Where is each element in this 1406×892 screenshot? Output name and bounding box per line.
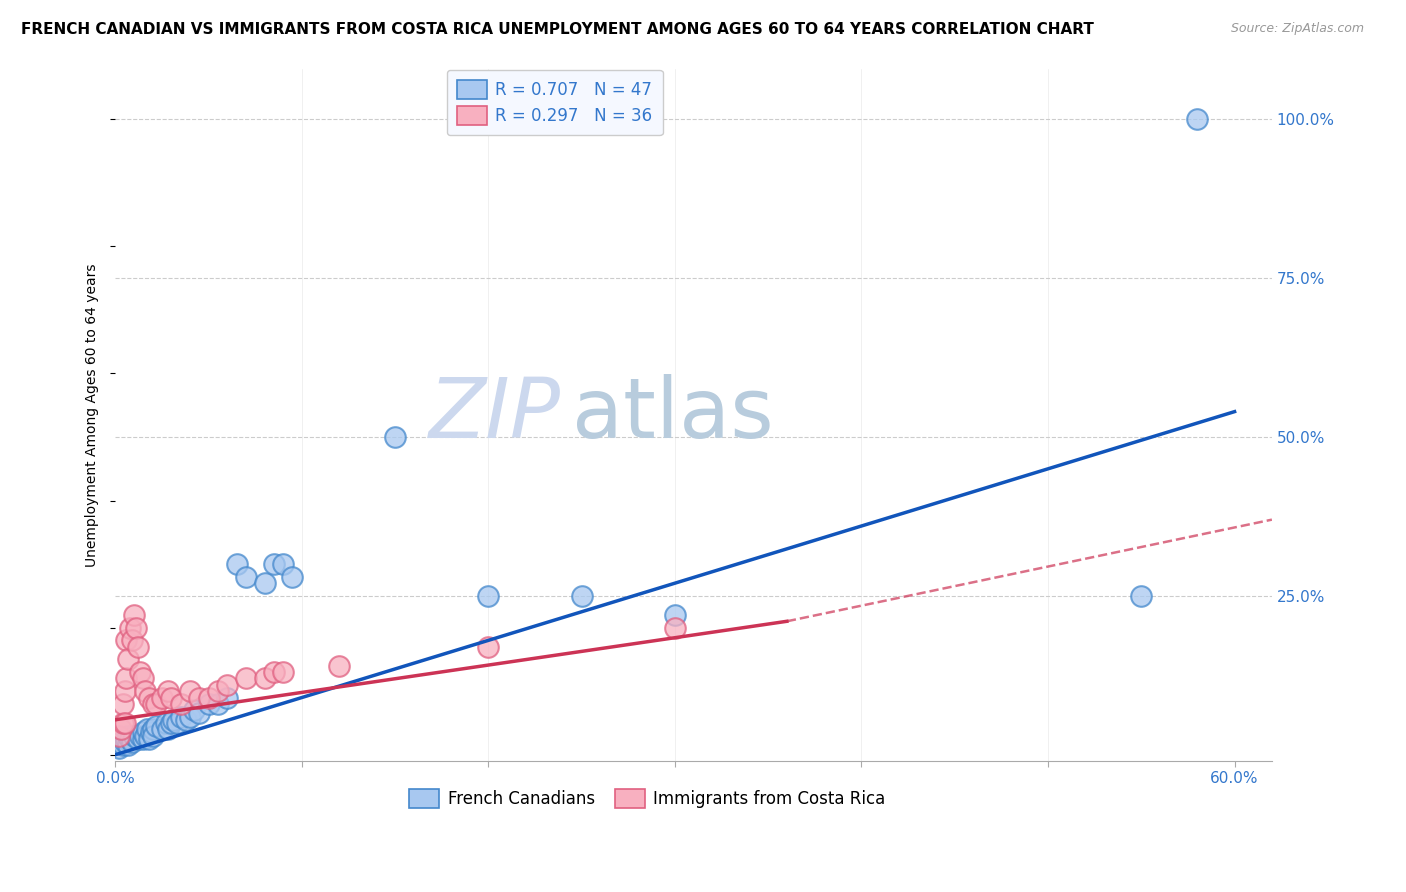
Point (263, 665, 285, 680)
Point (664, 621, 686, 635)
Point (127, 731, 149, 746)
Point (384, 430, 406, 444)
Point (156, 684, 179, 698)
Point (114, 715, 136, 730)
Point (183, 703, 205, 717)
Point (156, 723, 179, 737)
Point (166, 715, 188, 730)
Point (150, 690, 173, 705)
Point (207, 697, 229, 711)
Legend: French Canadians, Immigrants from Costa Rica: French Canadians, Immigrants from Costa … (402, 782, 891, 815)
Point (114, 735, 136, 749)
Point (142, 723, 165, 737)
Point (217, 678, 239, 692)
Point (142, 697, 165, 711)
Point (235, 672, 257, 686)
Point (108, 741, 131, 756)
Point (1187, 112, 1209, 127)
Text: atlas: atlas (572, 375, 773, 455)
Point (162, 713, 184, 727)
Y-axis label: Unemployment Among Ages 60 to 64 years: Unemployment Among Ages 60 to 64 years (86, 263, 100, 566)
Point (139, 725, 162, 739)
Point (571, 589, 593, 603)
Point (110, 735, 132, 749)
Point (145, 719, 167, 733)
Point (111, 715, 134, 730)
Point (138, 690, 160, 705)
Point (179, 709, 201, 723)
Point (235, 570, 257, 584)
Point (142, 729, 165, 743)
Point (115, 731, 138, 746)
Point (121, 633, 143, 648)
Point (328, 658, 350, 673)
Point (132, 672, 155, 686)
Point (160, 690, 183, 705)
Point (271, 557, 294, 571)
Point (120, 731, 142, 746)
Point (188, 690, 211, 705)
Point (122, 729, 145, 743)
Point (115, 633, 138, 648)
Point (138, 731, 160, 746)
Point (127, 640, 149, 654)
Point (117, 652, 139, 666)
Point (114, 684, 136, 698)
Point (136, 723, 159, 737)
Point (477, 640, 499, 654)
Point (225, 557, 247, 571)
Point (134, 684, 156, 698)
Point (271, 665, 294, 680)
Point (132, 725, 155, 739)
Point (263, 557, 285, 571)
Point (145, 697, 167, 711)
Point (117, 729, 139, 743)
Point (1130, 589, 1153, 603)
Point (111, 697, 134, 711)
Point (174, 713, 197, 727)
Point (108, 729, 131, 743)
Point (121, 735, 143, 749)
Point (477, 589, 499, 603)
Point (128, 729, 150, 743)
Point (281, 570, 304, 584)
Point (169, 709, 191, 723)
Point (110, 723, 132, 737)
Point (111, 738, 134, 752)
Point (120, 621, 142, 635)
Point (207, 684, 229, 698)
Point (122, 607, 145, 622)
Point (160, 715, 183, 730)
Point (117, 738, 139, 752)
Point (132, 731, 155, 746)
Text: ZIP: ZIP (429, 375, 561, 455)
Point (253, 672, 276, 686)
Point (150, 723, 173, 737)
Point (125, 621, 148, 635)
Point (179, 684, 201, 698)
Point (115, 672, 138, 686)
Point (169, 697, 191, 711)
Point (128, 665, 150, 680)
Text: Source: ZipAtlas.com: Source: ZipAtlas.com (1230, 22, 1364, 36)
Point (155, 715, 177, 730)
Point (197, 690, 219, 705)
Text: FRENCH CANADIAN VS IMMIGRANTS FROM COSTA RICA UNEMPLOYMENT AMONG AGES 60 TO 64 Y: FRENCH CANADIAN VS IMMIGRANTS FROM COSTA… (21, 22, 1094, 37)
Point (217, 690, 239, 705)
Point (253, 576, 276, 591)
Point (197, 697, 219, 711)
Point (664, 607, 686, 622)
Point (134, 729, 156, 743)
Point (188, 706, 211, 721)
